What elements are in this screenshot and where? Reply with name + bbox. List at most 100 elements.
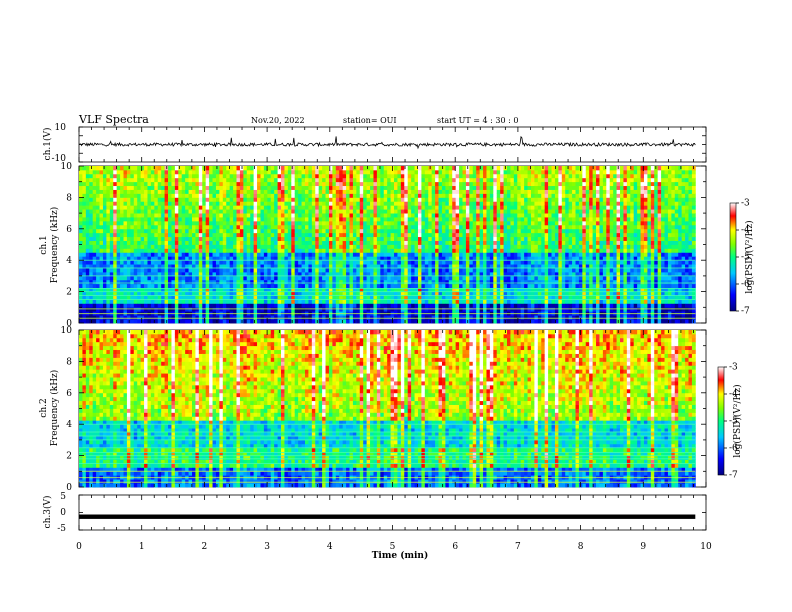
spectrogram-cell bbox=[137, 228, 142, 234]
spectrogram-cell bbox=[445, 256, 450, 261]
spectrogram-cell bbox=[366, 201, 371, 206]
spectrogram-cell bbox=[185, 271, 189, 277]
spectrogram-cell bbox=[123, 201, 128, 206]
spectrogram-cell bbox=[106, 201, 111, 206]
spectrogram-cell bbox=[233, 213, 237, 218]
spectrogram-cell bbox=[380, 260, 385, 265]
spectrogram-cell bbox=[346, 224, 350, 230]
spectrogram-cell bbox=[380, 319, 385, 324]
spectrogram-cell bbox=[113, 173, 118, 179]
spectrogram-cell bbox=[85, 201, 90, 206]
spectrogram-cell bbox=[284, 217, 289, 222]
spectrogram-cell bbox=[154, 205, 159, 210]
spectrogram-cell bbox=[185, 177, 189, 183]
spectrogram-cell bbox=[277, 236, 282, 241]
spectrogram-cell bbox=[195, 248, 200, 253]
spectrogram-cell bbox=[370, 189, 374, 194]
spectrogram-cell bbox=[376, 244, 381, 249]
spectrogram-cell bbox=[202, 173, 207, 179]
spectrogram-cell bbox=[157, 287, 162, 293]
spectrogram-cell bbox=[89, 205, 94, 210]
spectrogram-cell bbox=[325, 260, 330, 265]
spectrogram-cell bbox=[441, 315, 446, 320]
spectrogram-cell bbox=[113, 244, 118, 249]
spectrogram-cell bbox=[89, 291, 94, 296]
spectrogram-cell bbox=[253, 299, 258, 304]
spectrogram-cell bbox=[445, 201, 450, 206]
spectrogram-cell bbox=[414, 315, 419, 320]
spectrogram-cell bbox=[164, 197, 169, 202]
spectrogram-cell bbox=[359, 197, 364, 202]
spectrogram-cell bbox=[243, 303, 248, 308]
spectrogram-cell bbox=[92, 303, 97, 308]
start-time-label: start UT = 4 : 30 : 0 bbox=[437, 116, 518, 125]
spectrogram-cell bbox=[123, 232, 128, 238]
spectrogram-cell bbox=[411, 287, 415, 293]
spectrogram-cell bbox=[260, 205, 265, 210]
spectrogram-cell bbox=[448, 283, 453, 289]
spectrogram-cell bbox=[164, 181, 169, 187]
spectrogram-cell bbox=[455, 177, 460, 183]
spectrogram-cell bbox=[465, 205, 470, 210]
spectrogram-cell bbox=[441, 303, 446, 308]
spectrogram-cell bbox=[486, 287, 491, 293]
spectrogram-cell bbox=[472, 181, 477, 187]
spectrogram-cell bbox=[308, 291, 313, 296]
spectrogram-cell bbox=[438, 177, 443, 183]
spectrogram-cell bbox=[130, 197, 135, 202]
spectrogram-cell bbox=[489, 287, 494, 293]
spectrogram-cell bbox=[325, 189, 330, 194]
spectrogram-cell bbox=[342, 271, 347, 277]
spectrogram-cell bbox=[287, 299, 292, 304]
spectrogram-cell bbox=[322, 315, 326, 320]
spectrogram-cell bbox=[318, 240, 323, 245]
spectrogram-cell bbox=[270, 181, 275, 187]
spectrogram-cell bbox=[229, 181, 234, 187]
spectrogram-cell bbox=[205, 173, 210, 179]
spectrogram-cell bbox=[448, 173, 453, 179]
spectrogram-cell bbox=[161, 189, 165, 194]
spectrogram-cell bbox=[455, 315, 460, 320]
spectrogram-cell bbox=[400, 224, 405, 230]
spectrogram-cell bbox=[154, 169, 159, 175]
spectrogram-cell bbox=[106, 193, 111, 198]
spectrogram-cell bbox=[448, 217, 453, 222]
spectrogram-cell bbox=[284, 173, 289, 179]
spectrogram-cell bbox=[448, 299, 453, 304]
spectrogram-cell bbox=[445, 181, 450, 187]
spectrogram-cell bbox=[123, 295, 128, 300]
spectrogram-cell bbox=[92, 201, 97, 206]
spectrogram-cell bbox=[116, 205, 121, 210]
spectrogram-cell bbox=[417, 236, 422, 241]
spectrogram-cell bbox=[407, 217, 412, 222]
spectrogram-cell bbox=[267, 166, 272, 171]
spectrogram-cell bbox=[126, 279, 131, 285]
spectrogram-cell bbox=[181, 177, 186, 183]
spectrogram-cell bbox=[301, 201, 306, 206]
spectrogram-cell bbox=[99, 295, 104, 300]
spectrogram-cell bbox=[96, 244, 100, 249]
spectrogram-cell bbox=[154, 291, 159, 296]
spectrogram-cell bbox=[435, 169, 439, 175]
spectrogram-cell bbox=[373, 244, 378, 249]
spectrogram-cell bbox=[126, 248, 131, 253]
spectrogram-cell bbox=[253, 220, 258, 226]
spectrogram-cell bbox=[322, 197, 326, 202]
spectrogram-cell bbox=[168, 303, 172, 308]
spectrogram-cell bbox=[168, 173, 172, 179]
spectrogram-cell bbox=[349, 303, 354, 308]
spectrogram-cell bbox=[161, 283, 165, 289]
spectrogram-cell bbox=[373, 287, 378, 293]
spectrogram-cell bbox=[140, 232, 145, 238]
spectrogram-cell bbox=[253, 201, 258, 206]
spectrogram-cell bbox=[185, 315, 189, 320]
spectrogram-cell bbox=[85, 279, 90, 285]
spectrogram-cell bbox=[483, 166, 487, 171]
spectrogram-cell bbox=[298, 240, 302, 245]
spectrogram-cell bbox=[370, 248, 374, 253]
spectrogram-cell bbox=[291, 197, 296, 202]
spectrogram-cell bbox=[123, 220, 128, 226]
spectrogram-cell bbox=[311, 252, 316, 257]
spectrogram-cell bbox=[274, 264, 278, 269]
spectrogram-cell bbox=[455, 205, 460, 210]
